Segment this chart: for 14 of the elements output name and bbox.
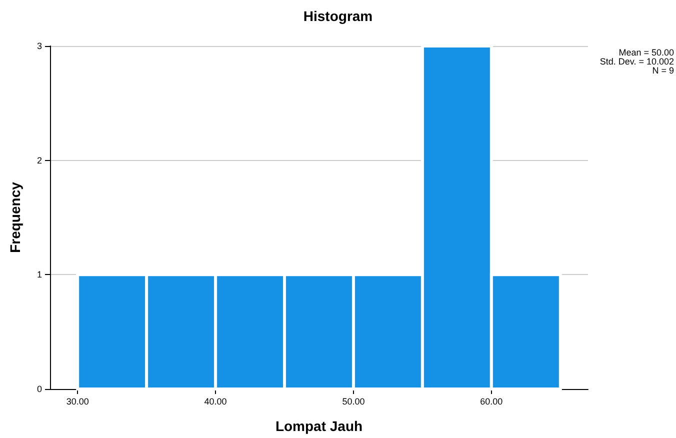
x-tick-label: 40.00 xyxy=(204,396,227,406)
text: Std. Dev. = 10.002 xyxy=(600,56,674,66)
y-tick-label: 1 xyxy=(36,270,42,280)
y-tick-label: 2 xyxy=(36,155,42,166)
y-tick-label: 0 xyxy=(36,384,42,394)
x-tick-label: 60.00 xyxy=(480,396,503,406)
x-tick-label: 30.00 xyxy=(66,396,89,406)
text: N = 9 xyxy=(652,66,674,76)
text: Mean = 50.00 xyxy=(618,48,674,58)
y-axis-title: Frequency xyxy=(7,182,23,253)
x-tick-label: 50.00 xyxy=(342,396,365,406)
x-axis-title: Lompat Jauh xyxy=(275,418,363,434)
chart-title: Histogram xyxy=(303,8,373,24)
y-tick-label: 3 xyxy=(36,41,42,51)
